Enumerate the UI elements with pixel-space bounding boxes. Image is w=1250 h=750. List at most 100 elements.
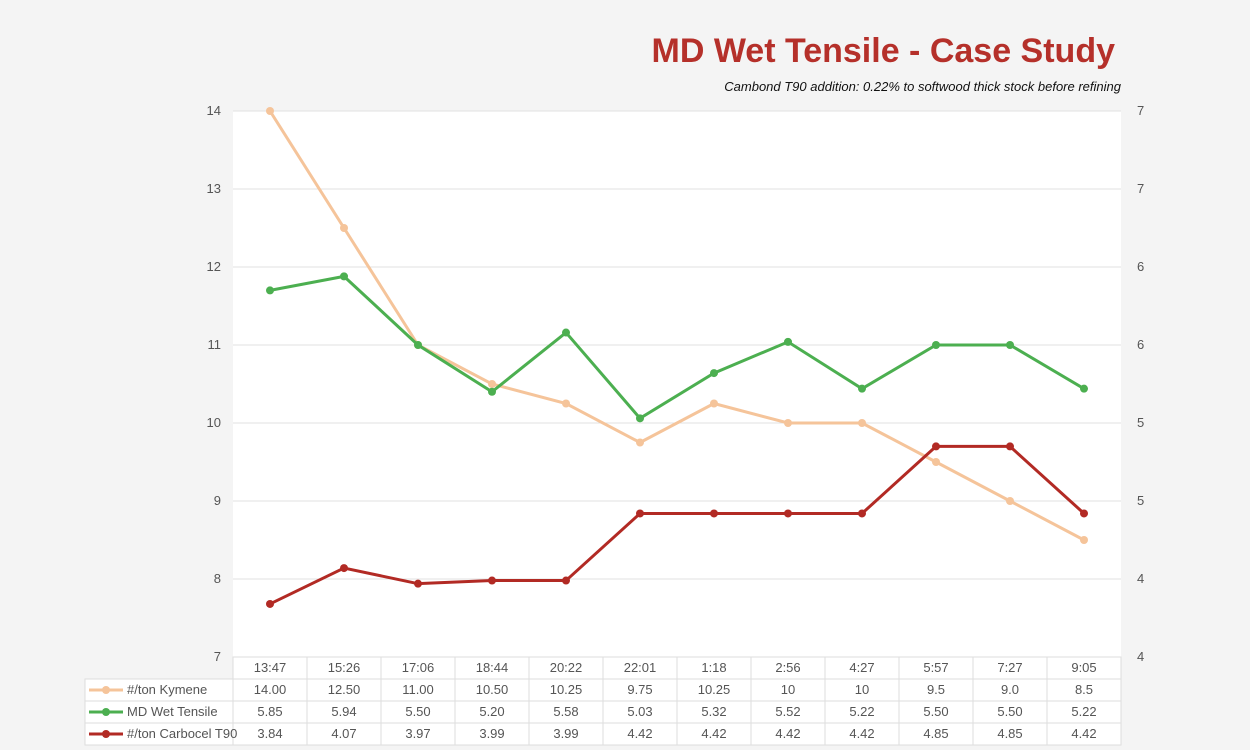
data-point [340,272,348,281]
data-point [710,399,718,408]
table-cell: 10 [855,682,869,697]
table-cell: 10 [781,682,795,697]
data-point [1080,509,1088,518]
table-cell: 5.50 [923,704,948,719]
table-cell: 5.94 [331,704,356,719]
table-cell: 3.99 [553,726,578,741]
data-point [636,438,644,447]
table-cell: 5.32 [701,704,726,719]
data-point [488,387,496,396]
table-cell: 4.42 [1071,726,1096,741]
right-tick-label: 7 [1137,181,1144,196]
data-point [266,599,274,608]
table-cell: 4.07 [331,726,356,741]
data-point [414,341,422,349]
table-cell: 4.42 [701,726,726,741]
table-cell: 4.42 [849,726,874,741]
x-tick-label: 20:22 [550,660,583,675]
table-cell: 9.0 [1001,682,1019,697]
data-point [1006,341,1014,349]
left-tick-label: 12 [207,259,221,274]
x-tick-label: 17:06 [402,660,435,675]
x-tick-label: 22:01 [624,660,657,675]
x-tick-label: 1:18 [701,660,726,675]
left-tick-label: 11 [208,337,222,352]
left-tick-label: 9 [214,493,221,508]
x-tick-label: 13:47 [254,660,287,675]
table-cell: 8.5 [1075,682,1093,697]
data-point [1006,442,1014,451]
data-point [710,509,718,518]
data-point [710,369,718,378]
table-cell: 9.5 [927,682,945,697]
data-point [266,107,274,115]
data-point [784,419,792,427]
left-tick-label: 8 [214,571,221,586]
table-cell: 5.22 [1071,704,1096,719]
data-point [932,341,940,349]
table-cell: 4.85 [923,726,948,741]
data-point [858,419,866,427]
table-cell: 3.99 [479,726,504,741]
data-point [1080,384,1088,393]
legend-label: #/ton Kymene [127,682,207,697]
left-tick-label: 14 [207,103,221,118]
table-cell: 5.50 [997,704,1022,719]
x-tick-label: 5:57 [923,660,948,675]
data-point [266,286,274,295]
right-tick-label: 7 [1137,103,1144,118]
legend-label: MD Wet Tensile [127,704,218,719]
table-cell: 5.20 [479,704,504,719]
table-cell: 4.42 [775,726,800,741]
data-point [562,328,570,337]
right-tick-label: 4 [1137,571,1144,586]
right-tick-label: 4 [1137,649,1144,664]
x-tick-label: 18:44 [476,660,509,675]
data-point [636,509,644,518]
series-line [269,444,1086,606]
series-line [268,110,1085,542]
table-cell: 14.00 [254,682,287,697]
left-tick-label: 10 [207,415,221,430]
data-point [414,579,422,588]
data-point [636,414,644,423]
data-point [784,337,792,346]
x-tick-label: 9:05 [1071,660,1096,675]
table-cell: 5.22 [849,704,874,719]
data-point [340,564,348,573]
plot-area [233,111,1121,657]
table-cell: 5.50 [405,704,430,719]
table-cell: 3.97 [405,726,430,741]
table-cell: 4.85 [997,726,1022,741]
left-tick-label: 13 [207,181,221,196]
right-tick-label: 5 [1137,493,1144,508]
table-cell: 10.25 [698,682,731,697]
table-cell: 10.25 [550,682,583,697]
x-tick-label: 4:27 [849,660,874,675]
table-cell: 5.58 [553,704,578,719]
x-tick-label: 7:27 [997,660,1022,675]
data-point [562,399,570,408]
table-cell: 3.84 [257,726,282,741]
chart-title: MD Wet Tensile - Case Study [651,32,1116,70]
chart-subtitle: Cambond T90 addition: 0.22% to softwood … [724,79,1121,94]
data-point [488,380,496,388]
table-cell: 5.85 [257,704,282,719]
data-point [488,576,496,585]
right-tick-label: 5 [1137,415,1144,430]
table-cell: 9.75 [627,682,652,697]
data-point [932,442,940,451]
data-point [858,509,866,518]
table-cell: 12.50 [328,682,361,697]
right-tick-label: 6 [1137,259,1144,274]
data-point [340,224,348,232]
x-tick-label: 2:56 [775,660,800,675]
legend-label: #/ton Carbocel T90 [127,726,237,741]
table-cell: 5.03 [627,704,652,719]
data-point [858,384,866,393]
legend-marker [102,686,110,694]
series-line [269,274,1085,421]
legend-marker [102,708,110,716]
data-point [562,576,570,585]
